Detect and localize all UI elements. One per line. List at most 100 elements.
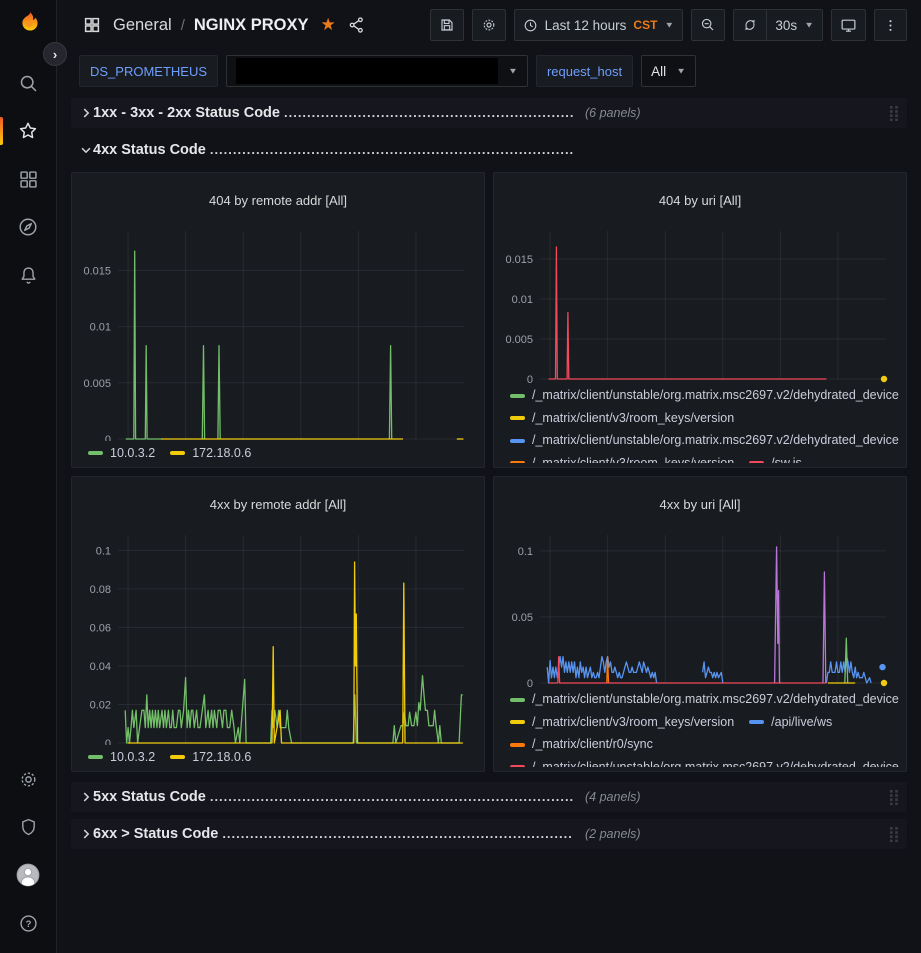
- main-area: General / NGINX PROXY ★: [57, 0, 921, 953]
- row-panels-count: (4 panels): [585, 790, 641, 804]
- svg-text:0.1: 0.1: [518, 545, 533, 557]
- legend-item[interactable]: /_matrix/client/v3/room_keys/version: [510, 452, 734, 463]
- refresh-interval-label: 30s: [775, 17, 798, 33]
- panels-grid: 404 by remote addr [All] 0 0.005 0.01 0.015…: [71, 172, 907, 772]
- breadcrumb-folder[interactable]: General: [113, 15, 172, 34]
- row-drag-handle[interactable]: [889, 789, 899, 805]
- kebab-icon: [889, 19, 892, 31]
- legend-swatch: [510, 742, 525, 747]
- datasource-variable-label[interactable]: DS_PROMETHEUS: [79, 55, 219, 87]
- datasource-variable-dropdown[interactable]: ▼: [226, 55, 528, 87]
- timeseries-chart[interactable]: 00.0050.010.01508:0010:0012:0014:0016:00…: [78, 221, 476, 442]
- legend-swatch: [749, 461, 765, 463]
- row-title: 5xx Status Code: [93, 789, 206, 805]
- breadcrumb-separator: /: [180, 16, 185, 34]
- dashboard-canvas: 1xx - 3xx - 2xx Status Code (6 panels): [57, 92, 921, 953]
- row-header-1xx[interactable]: 1xx - 3xx - 2xx Status Code (6 panels): [71, 98, 907, 128]
- panel-4xx-by-remote-addr: 4xx by remote addr [All] 0 0.02 0.04 0.06 0.…: [71, 476, 485, 772]
- panel-title[interactable]: 404 by uri [All]: [658, 192, 742, 208]
- request-host-variable-value: All: [651, 63, 667, 79]
- request-host-variable-label[interactable]: request_host: [535, 55, 634, 87]
- timeseries-chart[interactable]: 00.0050.010.01508:0010:0012:0014:0016:00…: [500, 221, 898, 384]
- timeseries-chart[interactable]: 00.020.040.060.080.108:0010:0012:0014:00…: [78, 525, 476, 746]
- panel-legend: /_matrix/client/unstable/org.matrix.msc2…: [500, 383, 900, 463]
- zoom-out-button[interactable]: [691, 9, 726, 41]
- panel-legend: 10.0.3.2 172.18.0.6: [78, 745, 478, 767]
- row-panels-count: (6 panels): [585, 106, 641, 120]
- row-header-6xx[interactable]: 6xx > Status Code (2 panels): [71, 819, 907, 849]
- legend-item[interactable]: /_matrix/client/r0/sync: [510, 733, 653, 756]
- timeseries-chart[interactable]: 00.050.108:0010:0012:0014:0016:0018:00: [500, 525, 898, 688]
- legend-item[interactable]: 172.18.0.6: [170, 442, 251, 463]
- legend-item[interactable]: /_matrix/client/unstable/org.matrix.msc2…: [510, 384, 899, 407]
- legend-swatch: [510, 393, 525, 398]
- panel-legend: 10.0.3.2 172.18.0.6: [78, 441, 478, 463]
- apps-grid-icon[interactable]: [79, 12, 105, 38]
- refresh-group: 30s ▼: [733, 9, 823, 41]
- legend-item[interactable]: /sw.js: [749, 452, 802, 463]
- toolbar-actions: Last 12 hours CST ▼: [429, 9, 907, 41]
- svg-text:0.1: 0.1: [96, 545, 111, 557]
- svg-text:?: ?: [25, 919, 31, 930]
- row-drag-handle[interactable]: [889, 826, 899, 842]
- dashboard-settings-button[interactable]: [471, 9, 506, 41]
- sidebar-item-configuration[interactable]: [0, 755, 56, 803]
- legend-item[interactable]: 10.0.3.2: [88, 746, 155, 767]
- legend-item[interactable]: 10.0.3.2: [88, 442, 155, 463]
- time-range-picker[interactable]: Last 12 hours CST ▼: [513, 9, 684, 41]
- sidebar-item-dashboards[interactable]: [0, 155, 56, 203]
- gear-icon: [21, 772, 35, 786]
- save-icon: [441, 19, 453, 31]
- save-dashboard-button[interactable]: [429, 9, 464, 41]
- panel-title[interactable]: 4xx by uri [All]: [659, 496, 741, 512]
- svg-text:0.06: 0.06: [90, 622, 111, 634]
- breadcrumb-dashboard-title[interactable]: NGINX PROXY: [193, 15, 309, 34]
- row-dotted-leader: [210, 789, 573, 804]
- legend-item[interactable]: /_matrix/client/v3/room_keys/version: [510, 711, 734, 734]
- legend-swatch: [510, 697, 525, 702]
- legend-item[interactable]: /_matrix/client/unstable/org.matrix.msc2…: [510, 429, 899, 452]
- time-range-label: Last 12 hours: [544, 17, 627, 33]
- svg-text:0: 0: [105, 434, 111, 442]
- legend-swatch: [510, 416, 525, 421]
- sidebar-item-explore[interactable]: [0, 203, 56, 251]
- svg-text:0.015: 0.015: [505, 254, 533, 266]
- row-dotted-leader: [222, 826, 573, 841]
- row-drag-handle[interactable]: [889, 105, 899, 121]
- request-host-variable-dropdown[interactable]: All ▼: [641, 55, 697, 87]
- sidebar-item-server-admin[interactable]: [0, 803, 56, 851]
- legend-swatch: [170, 451, 186, 456]
- sidebar-item-help[interactable]: ?: [0, 899, 56, 947]
- legend-swatch: [510, 765, 525, 767]
- row-header-5xx[interactable]: 5xx Status Code (4 panels): [71, 782, 907, 812]
- sidebar-item-search[interactable]: [0, 59, 56, 107]
- panel-title[interactable]: 4xx by remote addr [All]: [209, 496, 347, 512]
- share-icon[interactable]: [344, 12, 370, 38]
- legend-swatch: [170, 755, 186, 760]
- panel-4xx-by-uri: 4xx by uri [All] 00.050.108:0010:0012:00…: [493, 476, 907, 772]
- legend-item[interactable]: 172.18.0.6: [170, 746, 251, 767]
- sidebar-item-profile[interactable]: [0, 851, 56, 899]
- refresh-interval-dropdown[interactable]: 30s ▼: [766, 9, 823, 41]
- row-panels-count: (2 panels): [585, 827, 641, 841]
- legend-item[interactable]: /_matrix/client/unstable/org.matrix.msc2…: [510, 756, 899, 767]
- legend-item[interactable]: /api/live/ws: [749, 711, 832, 734]
- chevron-down-icon: [79, 143, 93, 157]
- help-icon: ?: [19, 914, 37, 932]
- sidebar-collapse-toggle[interactable]: ›: [43, 42, 67, 66]
- sidebar-item-alerting[interactable]: [0, 251, 56, 299]
- row-header-4xx[interactable]: 4xx Status Code: [71, 135, 907, 165]
- legend-item[interactable]: /_matrix/client/unstable/org.matrix.msc2…: [510, 688, 899, 711]
- sidebar-item-starred[interactable]: [0, 107, 56, 155]
- refresh-button[interactable]: [733, 9, 767, 41]
- legend-item[interactable]: /_matrix/client/v3/room_keys/version: [510, 407, 734, 430]
- kebab-menu-button[interactable]: [874, 9, 907, 41]
- tv-mode-button[interactable]: [831, 9, 866, 41]
- favorite-star-icon[interactable]: ★: [320, 15, 336, 34]
- avatar: [16, 863, 40, 887]
- grafana-logo-icon[interactable]: [14, 10, 42, 41]
- row-dotted-leader: [210, 142, 573, 157]
- legend-swatch: [510, 720, 525, 725]
- panel-title[interactable]: 404 by remote addr [All]: [208, 192, 348, 208]
